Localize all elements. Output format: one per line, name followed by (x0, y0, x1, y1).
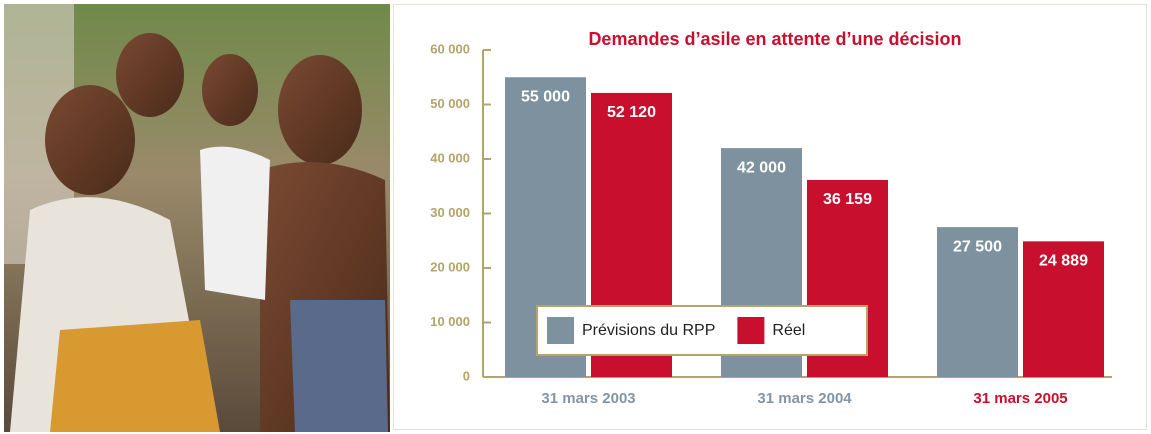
value-label: 42 000 (737, 159, 786, 176)
page: Demandes d’asile en attente d’une décisi… (0, 0, 1151, 434)
photo (4, 4, 390, 432)
value-label: 52 120 (607, 104, 656, 121)
face (45, 85, 135, 195)
legend-label: Réel (772, 322, 805, 339)
face (278, 55, 362, 165)
value-label: 36 159 (823, 191, 872, 208)
y-tick-label: 60 000 (430, 41, 470, 56)
face (202, 54, 258, 126)
chart-title: Demandes d’asile en attente d’une décisi… (588, 29, 961, 49)
x-tick-label: 31 mars 2004 (757, 390, 852, 407)
legend-label: Prévisions du RPP (582, 322, 715, 339)
y-tick-label: 20 000 (430, 259, 470, 274)
clothing (200, 147, 270, 300)
value-label: 55 000 (521, 88, 570, 105)
value-label: 24 889 (1039, 253, 1088, 270)
y-tick-label: 0 (463, 368, 470, 383)
x-tick-label: 31 mars 2003 (541, 390, 635, 407)
screen: Demandes d’asile en attente d’une décisi… (0, 0, 1151, 434)
clothing (50, 320, 220, 432)
y-tick-label: 40 000 (430, 150, 470, 165)
y-tick-label: 30 000 (430, 205, 470, 220)
clothing (290, 300, 388, 432)
y-tick-label: 50 000 (430, 96, 470, 111)
x-tick-label: 31 mars 2005 (973, 390, 1067, 407)
value-label: 27 500 (953, 238, 1002, 255)
y-tick-label: 10 000 (430, 314, 470, 329)
legend-swatch (737, 317, 764, 344)
face (116, 33, 184, 117)
legend-swatch (547, 317, 574, 344)
